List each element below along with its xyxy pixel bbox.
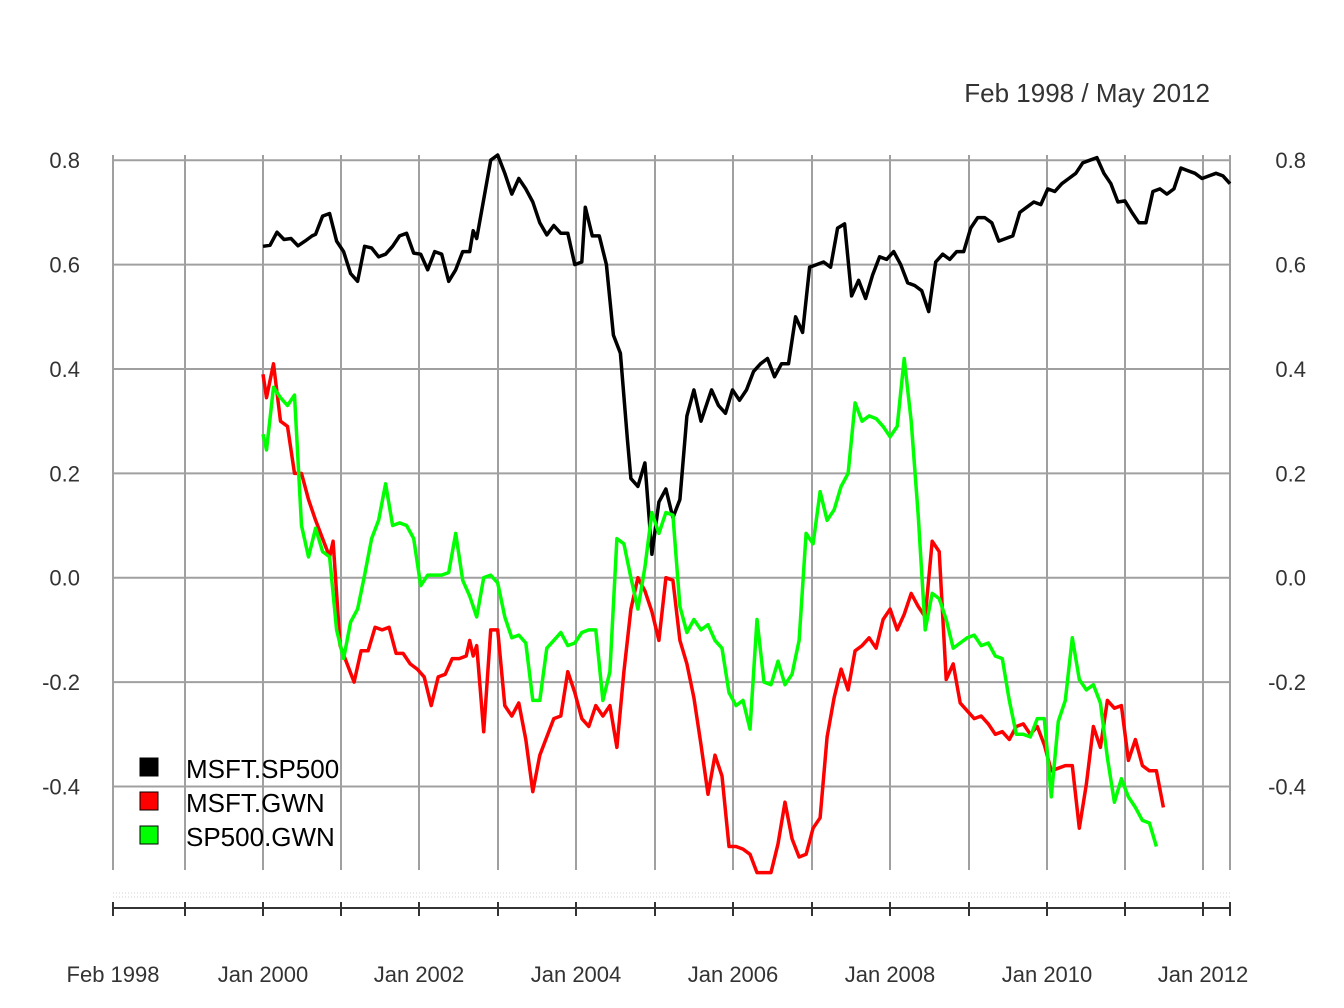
legend-swatch-2	[139, 825, 159, 845]
legend: MSFT.SP500 MSFT.GWN SP500.GWN	[139, 754, 339, 852]
y-tick-label-right-5: -0.2	[1268, 670, 1306, 695]
x-tick-label-1: Jan 2000	[218, 962, 309, 987]
legend-swatch-0	[139, 757, 159, 777]
y-tick-label-right-1: 0.6	[1275, 253, 1306, 278]
y-axis-right: 0.8 0.6 0.4 0.2 0.0 -0.2 -0.4	[1268, 148, 1306, 799]
x-tick-label-4: Jan 2006	[688, 962, 779, 987]
y-tick-label-left-0: 0.8	[49, 148, 80, 173]
y-tick-label-left-6: -0.4	[42, 774, 80, 799]
x-tick-label-5: Jan 2008	[845, 962, 936, 987]
y-tick-label-right-0: 0.8	[1275, 148, 1306, 173]
series-line-msft-gwn	[261, 362, 1166, 875]
legend-swatch-1	[139, 791, 159, 811]
y-tick-label-right-3: 0.2	[1275, 461, 1306, 486]
x-tick-label-3: Jan 2004	[531, 962, 622, 987]
y-tick-label-right-4: 0.0	[1275, 566, 1306, 591]
legend-label-2: SP500.GWN	[186, 822, 335, 852]
y-axis-left: 0.8 0.6 0.4 0.2 0.0 -0.2 -0.4	[42, 148, 80, 799]
y-tick-label-left-3: 0.2	[49, 461, 80, 486]
y-tick-label-right-2: 0.4	[1275, 357, 1306, 382]
y-tick-label-right-6: -0.4	[1268, 774, 1306, 799]
date-range-label: Feb 1998 / May 2012	[964, 78, 1210, 108]
x-tick-label-7: Jan 2012	[1158, 962, 1249, 987]
legend-label-0: MSFT.SP500	[186, 754, 339, 784]
series-line-sp500-gwn	[261, 356, 1159, 847]
series-line-msft-sp500	[262, 153, 1232, 557]
grid-lines	[112, 155, 1231, 870]
y-tick-label-left-1: 0.6	[49, 253, 80, 278]
y-tick-label-left-4: 0.0	[49, 566, 80, 591]
x-tick-label-6: Jan 2010	[1002, 962, 1093, 987]
x-axis: Feb 1998 Jan 2000 Jan 2002 Jan 2004 Jan 2006…	[67, 892, 1249, 987]
series-layer	[261, 153, 1232, 875]
y-tick-label-left-2: 0.4	[49, 357, 80, 382]
x-tick-label-0: Feb 1998	[67, 962, 160, 987]
x-tick-label-2: Jan 2002	[374, 962, 465, 987]
y-tick-label-left-5: -0.2	[42, 670, 80, 695]
legend-label-1: MSFT.GWN	[186, 788, 325, 818]
